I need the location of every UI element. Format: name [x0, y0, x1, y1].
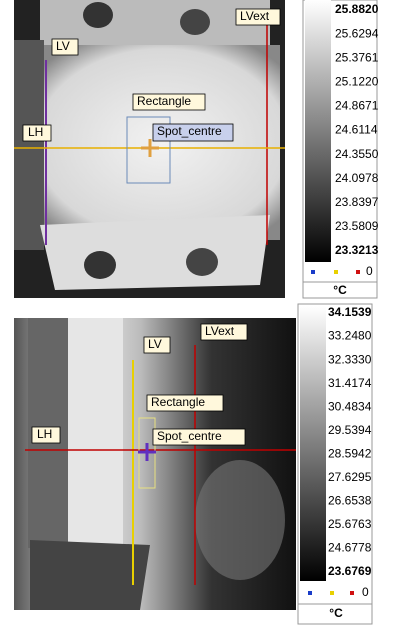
label: Rectangle: [151, 395, 205, 409]
scale-label: 32.3330: [328, 352, 372, 366]
legend-value: 0: [362, 585, 369, 599]
label: LVext: [240, 9, 270, 23]
scale-label: 29.5394: [328, 423, 372, 437]
scale-label: 30.4834: [328, 399, 372, 413]
label: Rectangle: [137, 94, 191, 108]
thermal-image-1: LV LVext Rectangle LH Spot_centre: [14, 0, 285, 298]
scale-label: 25.6294: [335, 26, 379, 40]
scale-label: 33.2480: [328, 329, 372, 343]
scale-label: 23.8397: [335, 195, 379, 209]
scale-label: 25.3761: [335, 50, 379, 64]
scale-label: 24.6778: [328, 541, 372, 555]
scale-label: 23.6769: [328, 564, 372, 578]
scale-label: 24.3550: [335, 147, 379, 161]
scale-label: 34.1539: [328, 305, 372, 319]
legend-value: 0: [366, 264, 373, 278]
thermal-image-2: LV LVext Rectangle LH Spot_centre: [14, 318, 296, 610]
scale-label: 24.0978: [335, 171, 379, 185]
unit: °C: [333, 283, 347, 297]
label: LV: [56, 39, 70, 53]
scale-label: 24.8671: [335, 99, 379, 113]
scale-label: 25.1220: [335, 74, 379, 88]
unit: °C: [329, 606, 343, 620]
label: LH: [28, 125, 43, 139]
scale-label: 25.6763: [328, 517, 372, 531]
scale-label: 23.5809: [335, 219, 379, 233]
scale-label: 27.6295: [328, 470, 372, 484]
scale-label: 23.3213: [335, 243, 379, 257]
scale-label: 31.4174: [328, 376, 372, 390]
scale-label: 26.6538: [328, 494, 372, 508]
label: Spot_centre: [157, 124, 222, 138]
scale-label: 25.8820: [335, 2, 379, 16]
label: LH: [37, 427, 52, 441]
scale-label: 24.6114: [335, 123, 378, 137]
label: LVext: [205, 324, 235, 338]
scale-label: 28.5942: [328, 446, 372, 460]
label: Spot_centre: [157, 429, 222, 443]
scale-1: 0 °C: [302, 0, 378, 299]
label: LV: [148, 337, 162, 351]
scale-2: 0 °C: [297, 303, 373, 625]
